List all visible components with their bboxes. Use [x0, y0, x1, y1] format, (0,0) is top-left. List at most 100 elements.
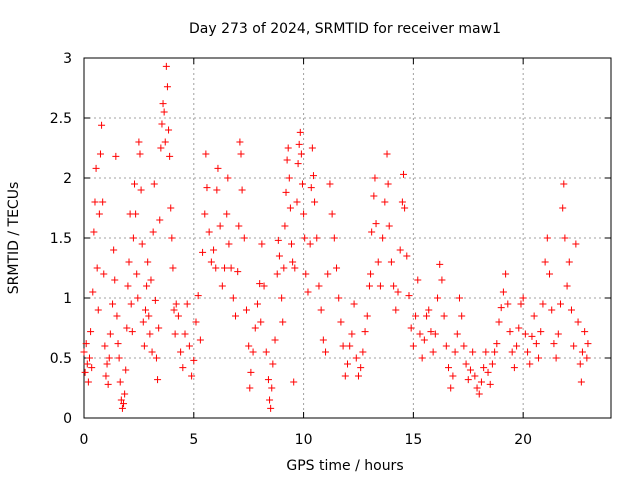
- data-point: [348, 330, 356, 338]
- data-point: [242, 306, 250, 314]
- data-point: [517, 300, 525, 308]
- data-point: [301, 234, 309, 242]
- data-point: [584, 340, 592, 348]
- data-point: [508, 348, 516, 356]
- data-point: [104, 380, 112, 388]
- data-point: [344, 360, 351, 368]
- data-point: [274, 236, 282, 244]
- data-point: [341, 372, 349, 380]
- data-point: [302, 270, 310, 278]
- data-point: [309, 172, 317, 180]
- data-point: [392, 306, 400, 314]
- data-point: [92, 164, 100, 172]
- data-point: [524, 348, 532, 356]
- y-tick-label: 0.5: [50, 351, 72, 367]
- data-point: [294, 160, 302, 168]
- data-point: [116, 378, 124, 386]
- data-point: [535, 354, 543, 362]
- data-point: [405, 292, 413, 300]
- data-point: [308, 144, 316, 152]
- data-point: [339, 342, 347, 350]
- data-point: [521, 330, 529, 338]
- x-tick-label: 0: [80, 432, 89, 448]
- data-point: [82, 340, 90, 348]
- data-point: [583, 354, 591, 362]
- data-point: [399, 170, 407, 178]
- data-point: [91, 198, 99, 206]
- data-point: [559, 204, 567, 212]
- data-point: [567, 306, 575, 314]
- data-point: [416, 330, 424, 338]
- data-point: [237, 150, 245, 158]
- data-point: [163, 83, 171, 91]
- data-point: [322, 348, 330, 356]
- data-point: [477, 378, 485, 386]
- data-point: [85, 354, 93, 362]
- data-point: [365, 282, 373, 290]
- data-point: [111, 276, 119, 284]
- data-point: [210, 246, 218, 254]
- data-point: [149, 228, 157, 236]
- data-point: [491, 348, 499, 356]
- data-point: [495, 318, 503, 326]
- data-point: [289, 258, 297, 266]
- data-point: [390, 282, 398, 290]
- data-point: [229, 294, 237, 302]
- data-point: [324, 270, 332, 278]
- data-point: [574, 318, 582, 326]
- data-point: [447, 384, 455, 392]
- data-point: [384, 180, 392, 188]
- data-point: [134, 294, 142, 302]
- tick-labels: 0 5 10 15 20 0 0.5 1 1.5 2 2.5 3: [50, 51, 532, 448]
- data-point: [317, 306, 325, 314]
- data-point: [458, 312, 466, 320]
- data-point: [398, 198, 406, 206]
- data-point: [532, 340, 540, 348]
- data-point: [280, 264, 288, 272]
- data-point: [330, 234, 338, 242]
- data-point: [221, 264, 229, 272]
- data-point: [484, 368, 492, 376]
- data-point: [427, 328, 435, 336]
- data-point: [431, 330, 439, 338]
- data-point: [418, 354, 426, 362]
- data-point: [451, 348, 459, 356]
- data-point: [150, 180, 158, 188]
- data-point: [224, 174, 232, 182]
- data-point: [497, 304, 505, 312]
- data-point: [561, 234, 569, 242]
- data-point: [460, 342, 468, 350]
- data-point: [106, 330, 114, 338]
- data-point: [205, 228, 213, 236]
- data-point: [275, 252, 283, 260]
- data-point: [372, 220, 380, 228]
- data-point: [253, 300, 261, 308]
- data-point: [434, 294, 442, 302]
- data-point: [95, 210, 103, 218]
- y-tick-label: 1: [63, 291, 72, 307]
- data-point: [506, 328, 514, 336]
- data-point: [240, 234, 248, 242]
- data-point: [455, 294, 463, 302]
- data-point: [147, 276, 155, 284]
- data-point: [513, 342, 521, 350]
- data-point: [552, 354, 560, 362]
- data-point: [486, 380, 494, 388]
- data-point: [379, 234, 387, 242]
- data-point: [183, 300, 191, 308]
- data-point: [295, 140, 303, 148]
- data-point: [174, 312, 182, 320]
- data-point: [207, 258, 215, 266]
- data-point: [168, 234, 176, 242]
- y-tick-label: 2: [63, 171, 72, 187]
- data-point: [546, 270, 554, 278]
- data-point: [199, 248, 207, 256]
- data-point: [131, 180, 139, 188]
- data-point: [306, 240, 314, 248]
- data-point: [346, 342, 354, 350]
- data-point: [201, 210, 209, 218]
- data-point: [374, 258, 382, 266]
- data-point: [89, 288, 97, 296]
- data-point: [98, 121, 106, 129]
